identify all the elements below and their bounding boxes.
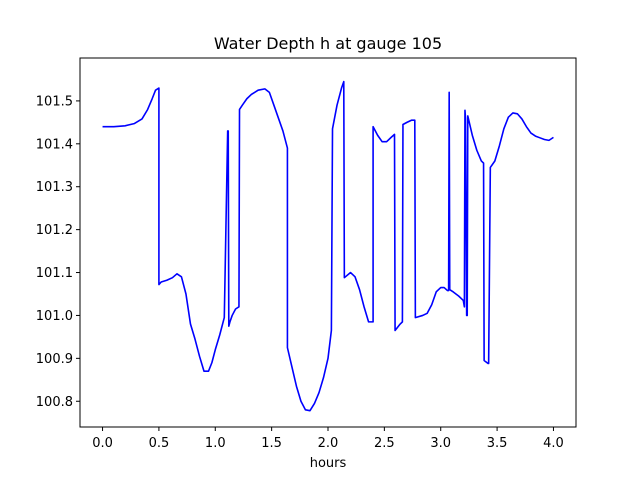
x-tick-label: 2.5: [374, 436, 395, 451]
x-tick-label: 4.0: [543, 436, 564, 451]
x-tick-label: 0.0: [92, 436, 113, 451]
y-tick-label: 101.1: [36, 266, 73, 281]
x-tick-label: 1.0: [205, 436, 226, 451]
y-tick-label: 100.9: [36, 352, 73, 367]
series-line: [102, 80, 554, 412]
x-tick-label: 3.5: [487, 436, 508, 451]
plot-area: [79, 57, 577, 428]
y-tick-label: 101.5: [36, 94, 73, 109]
chart-title: Water Depth h at gauge 105: [214, 34, 442, 53]
y-tick-label: 101.2: [36, 223, 73, 238]
y-tick-label: 101.4: [36, 137, 73, 152]
x-tick-label: 2.0: [318, 436, 339, 451]
y-tick-label: 101.3: [36, 180, 73, 195]
x-tick-label: 0.5: [149, 436, 170, 451]
series-layer: [102, 80, 554, 412]
x-tick-label: 1.5: [261, 436, 282, 451]
x-axis: 0.0 0.5 1.0 1.5 2.0 2.5 3.0 3.5 4.0: [92, 427, 564, 451]
y-axis: 100.8 100.9 101.0 101.1 101.2 101.3 101.4 101.5: [36, 94, 80, 410]
x-axis-label: hours: [310, 456, 347, 471]
x-tick-label: 3.0: [430, 436, 451, 451]
y-tick-label: 100.8: [36, 395, 73, 410]
y-tick-label: 101.0: [36, 309, 73, 324]
